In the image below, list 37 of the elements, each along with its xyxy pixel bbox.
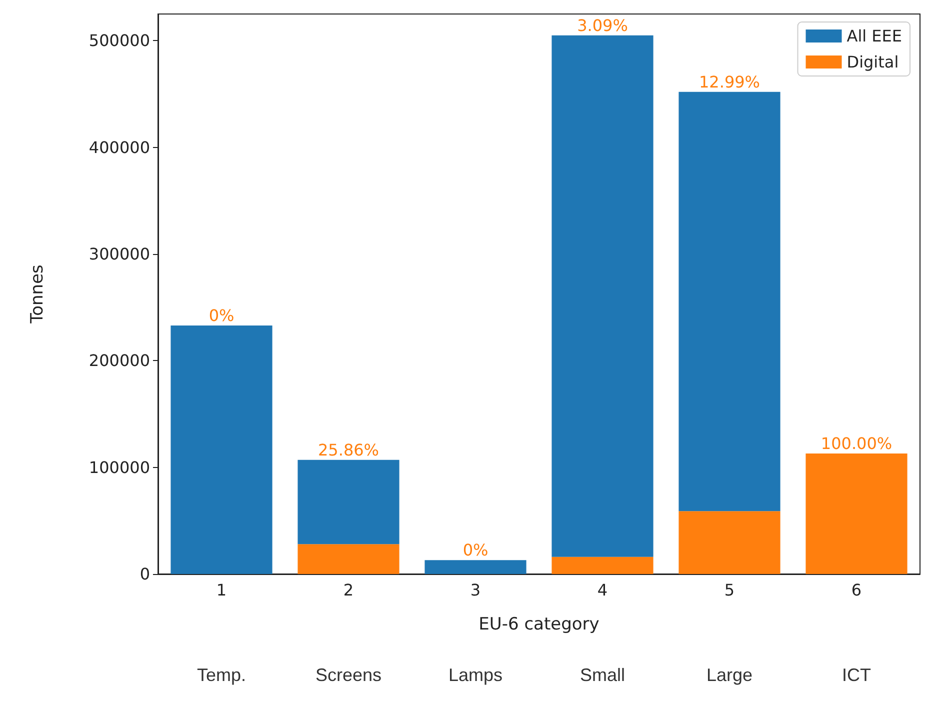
x-axis-title: EU-6 category [478, 614, 600, 634]
text: Lamps [448, 665, 503, 685]
x-tick-label: 6 [851, 580, 862, 600]
text: Small [580, 665, 626, 685]
bar [678, 92, 780, 512]
annotation: 25.86% [318, 440, 380, 460]
y-tick-label: 200000 [88, 351, 150, 370]
annotation: 12.99% [698, 72, 760, 92]
bar [678, 511, 780, 574]
text: Large [706, 665, 753, 685]
annotation: 0% [208, 306, 234, 325]
x-tick-label: 5 [724, 580, 735, 600]
y-axis-title: Tonnes [28, 264, 48, 324]
x-tick-label: 1 [216, 580, 227, 600]
bar [552, 35, 654, 557]
annotation: 0% [462, 540, 488, 560]
annotation: 3.09% [577, 16, 628, 35]
y-tick-label: 100000 [88, 458, 150, 477]
bar [298, 544, 400, 574]
x-tick-label: 3 [470, 580, 481, 600]
y-tick-label: 0 [140, 564, 150, 584]
legend-label: All EEE [846, 26, 902, 46]
x-tick-label: 2 [343, 580, 354, 600]
y-tick-label: 400000 [88, 138, 150, 157]
x-tick-label: 4 [597, 580, 608, 600]
text: Screens [315, 665, 382, 685]
bar [424, 560, 526, 574]
bar [298, 460, 400, 544]
bar [552, 556, 654, 574]
text: ICT [842, 665, 871, 685]
legend-label: Digital [846, 52, 899, 72]
bar [806, 453, 908, 574]
y-tick-label: 500000 [88, 31, 150, 50]
text: Temp. [196, 665, 246, 685]
annotation: 100.00% [820, 434, 892, 453]
bar [170, 325, 272, 574]
y-tick-label: 300000 [88, 244, 150, 264]
